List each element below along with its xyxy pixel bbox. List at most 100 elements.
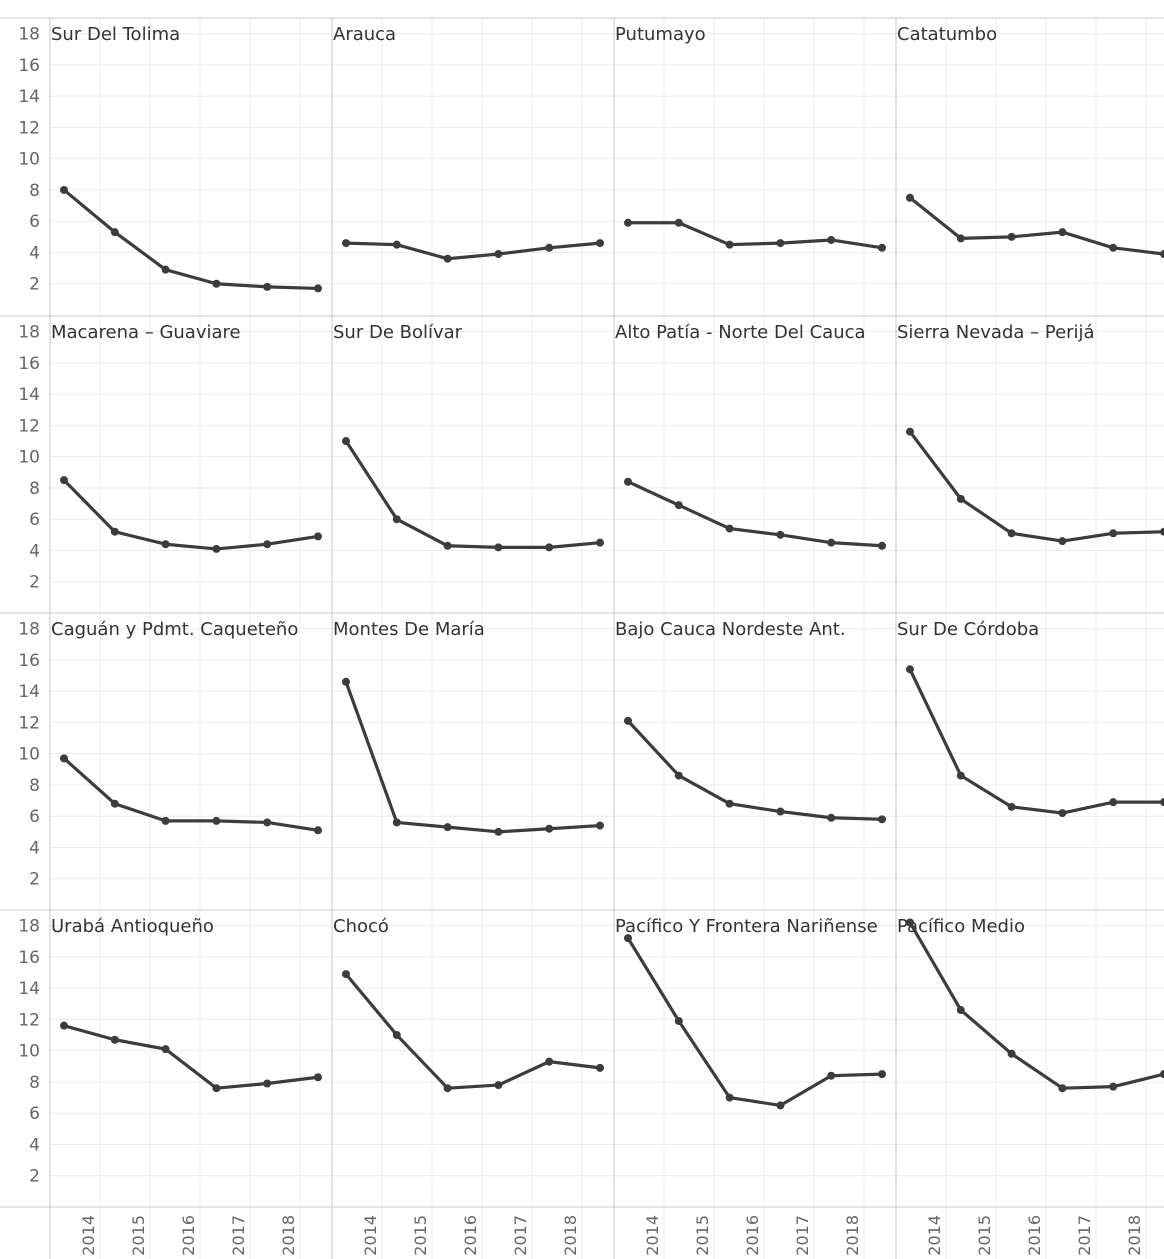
x-tick-label: 2015: [975, 1215, 994, 1256]
data-point: [1160, 798, 1164, 807]
data-point: [674, 771, 683, 780]
panel-title: Sierra Nevada – Perijá: [897, 322, 1095, 343]
data-point: [443, 254, 452, 263]
y-tick-label: 6: [29, 807, 40, 827]
y-tick-label: 16: [18, 948, 40, 968]
x-tick-label: 2014: [925, 1215, 944, 1256]
data-point: [342, 437, 350, 446]
y-tick-label: 6: [29, 212, 40, 232]
x-tick-label: 2017: [511, 1215, 530, 1256]
data-point: [776, 1101, 785, 1110]
y-tick-label: 8: [29, 1073, 40, 1093]
y-tick-label: 4: [29, 1135, 40, 1155]
series-line: [62, 188, 320, 291]
data-point: [878, 815, 886, 824]
x-tick-label: 2015: [411, 1215, 430, 1256]
data-point: [110, 1035, 119, 1044]
panel-title: Pacífico Y Frontera Nariñense: [615, 916, 878, 937]
data-point: [212, 816, 221, 825]
y-tick-label: 6: [29, 510, 40, 530]
data-point: [596, 821, 604, 830]
data-point: [342, 970, 350, 979]
panel: Sur De Bolívar: [333, 322, 604, 552]
data-point: [776, 807, 785, 816]
data-point: [1007, 802, 1016, 811]
data-point: [1109, 529, 1118, 538]
series-line: [626, 936, 884, 1107]
data-point: [674, 1016, 683, 1025]
x-tick-label: 2015: [129, 1215, 148, 1256]
panel-title: Caguán y Pdmt. Caqueteño: [51, 619, 298, 640]
y-tick-label: 14: [18, 87, 40, 107]
x-tick-label: 2016: [461, 1215, 480, 1256]
data-point: [545, 243, 554, 252]
y-tick-label: 2: [29, 275, 40, 295]
panel-title: Sur De Bolívar: [333, 322, 463, 343]
data-point: [545, 824, 554, 833]
data-point: [1160, 250, 1164, 259]
panel-title: Putumayo: [615, 24, 706, 45]
panel: Macarena – Guaviare: [51, 322, 322, 553]
y-tick-label: 18: [18, 917, 40, 937]
data-point: [1007, 1049, 1016, 1058]
data-point: [443, 823, 452, 832]
y-tick-label: 18: [18, 323, 40, 343]
data-point: [60, 754, 68, 763]
y-tick-label: 12: [18, 1010, 40, 1030]
series-line: [626, 719, 884, 821]
panel: Pacífico Medio: [897, 916, 1164, 1093]
data-point: [1058, 537, 1067, 546]
data-point: [545, 543, 554, 552]
data-point: [494, 1081, 503, 1090]
data-point: [392, 1031, 401, 1040]
panel-title: Sur Del Tolima: [51, 24, 180, 45]
data-point: [624, 218, 632, 227]
x-tick-label: 2016: [179, 1215, 198, 1256]
panel-title: Montes De María: [333, 619, 485, 640]
y-tick-label: 2: [29, 573, 40, 593]
data-point: [263, 282, 272, 291]
data-point: [212, 279, 221, 288]
data-point: [110, 799, 119, 808]
y-tick-label: 12: [18, 416, 40, 436]
data-point: [161, 265, 170, 274]
data-point: [392, 240, 401, 249]
data-point: [212, 544, 221, 553]
data-point: [956, 234, 965, 243]
x-tick-label: 2016: [743, 1215, 762, 1256]
data-point: [596, 538, 604, 547]
x-tick-label: 2017: [793, 1215, 812, 1256]
y-tick-label: 4: [29, 243, 40, 263]
panel: Alto Patía - Norte Del Cauca: [615, 322, 886, 550]
data-point: [725, 799, 734, 808]
panel: Sur Del Tolima: [51, 24, 322, 293]
x-tick-label: 2016: [1025, 1215, 1044, 1256]
x-tick-label: 2015: [693, 1215, 712, 1256]
data-point: [1109, 243, 1118, 252]
panel-title: Catatumbo: [897, 24, 997, 45]
data-point: [1058, 1084, 1067, 1093]
data-point: [674, 501, 683, 510]
x-tick-label: 2018: [843, 1215, 862, 1256]
data-point: [624, 934, 632, 943]
panel-title: Urabá Antioqueño: [51, 916, 214, 937]
data-point: [624, 716, 632, 725]
y-tick-label: 16: [18, 354, 40, 374]
data-point: [1109, 1082, 1118, 1091]
data-point: [314, 1073, 322, 1082]
panel: Chocó: [333, 916, 604, 1093]
data-point: [1007, 529, 1016, 538]
panel-title: Macarena – Guaviare: [51, 322, 241, 343]
data-point: [725, 524, 734, 533]
data-point: [776, 530, 785, 539]
panel-title: Pacífico Medio: [897, 916, 1025, 937]
y-tick-label: 18: [18, 620, 40, 640]
series-line: [626, 480, 884, 548]
x-tick-label: 2014: [361, 1215, 380, 1256]
data-point: [443, 541, 452, 550]
data-point: [60, 476, 68, 485]
data-point: [674, 218, 683, 227]
data-point: [314, 826, 322, 835]
data-point: [263, 1079, 272, 1088]
